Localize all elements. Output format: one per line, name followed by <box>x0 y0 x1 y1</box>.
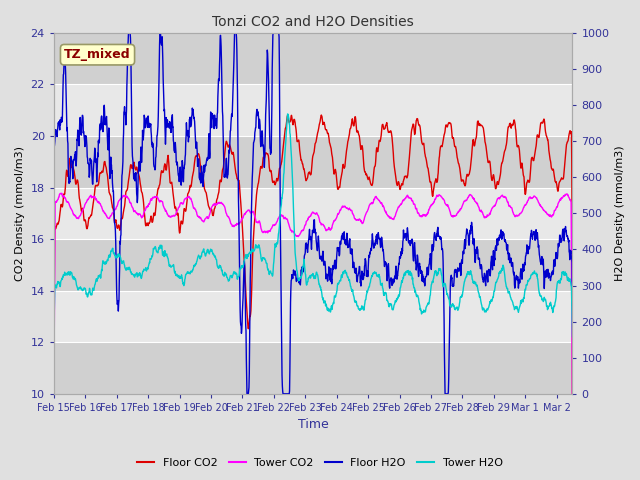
X-axis label: Time: Time <box>298 419 328 432</box>
Y-axis label: CO2 Density (mmol/m3): CO2 Density (mmol/m3) <box>15 146 25 281</box>
Bar <box>54 84 572 136</box>
Bar <box>54 136 572 188</box>
Bar <box>54 291 572 342</box>
Legend: Floor CO2, Tower CO2, Floor H2O, Tower H2O: Floor CO2, Tower CO2, Floor H2O, Tower H… <box>133 453 507 472</box>
Bar <box>54 239 572 291</box>
Bar <box>54 342 572 394</box>
Text: TZ_mixed: TZ_mixed <box>64 48 131 61</box>
Bar <box>54 33 572 84</box>
Title: Tonzi CO2 and H2O Densities: Tonzi CO2 and H2O Densities <box>212 15 414 29</box>
Y-axis label: H2O Density (mmol/m3): H2O Density (mmol/m3) <box>615 145 625 281</box>
Bar <box>54 188 572 239</box>
